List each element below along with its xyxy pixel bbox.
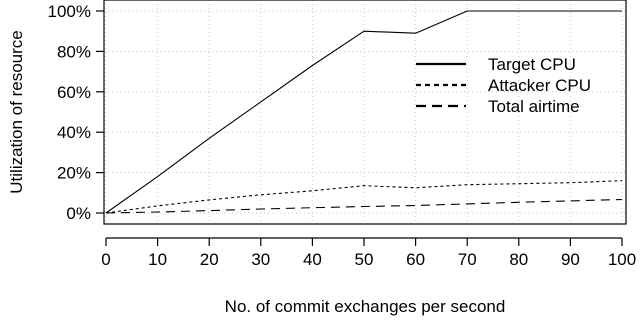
x-tick-label: 90 bbox=[561, 250, 580, 269]
x-tick-label: 50 bbox=[355, 250, 374, 269]
x-tick-label: 100 bbox=[608, 250, 636, 269]
y-tick-label: 0% bbox=[66, 204, 91, 223]
x-axis-title: No. of commit exchanges per second bbox=[225, 297, 506, 316]
y-tick-label: 80% bbox=[57, 42, 91, 61]
series-line-attacker-cpu bbox=[105, 180, 623, 214]
y-axis-title: Utilization of resource bbox=[7, 30, 26, 193]
x-tick-label: 30 bbox=[251, 250, 270, 269]
x-tick-label: 40 bbox=[303, 250, 322, 269]
x-tick-label: 60 bbox=[406, 250, 425, 269]
y-tick-label: 60% bbox=[57, 83, 91, 102]
legend-label: Total airtime bbox=[488, 97, 580, 116]
y-tick-label: 20% bbox=[57, 164, 91, 183]
legend: Target CPU Attacker CPU Total airtime bbox=[416, 55, 591, 116]
x-tick-label: 70 bbox=[458, 250, 477, 269]
y-tick-label: 100% bbox=[48, 2, 91, 21]
plot-frame bbox=[103, 0, 627, 225]
legend-label: Target CPU bbox=[488, 55, 576, 74]
grid-lines bbox=[104, 0, 626, 224]
axes: 0% 20% 40% 60% 80% 100% 0 10 20 30 40 50 60 70 80 90 100 bbox=[48, 2, 637, 269]
series-lines bbox=[105, 10, 623, 214]
x-tick-label: 20 bbox=[200, 250, 219, 269]
x-tick-label: 10 bbox=[148, 250, 167, 269]
legend-label: Attacker CPU bbox=[488, 76, 591, 95]
y-tick-label: 40% bbox=[57, 123, 91, 142]
series-line-target-cpu bbox=[105, 10, 622, 214]
x-tick-label: 0 bbox=[101, 250, 110, 269]
series-line-total-airtime bbox=[105, 198, 623, 214]
x-tick-label: 80 bbox=[509, 250, 528, 269]
